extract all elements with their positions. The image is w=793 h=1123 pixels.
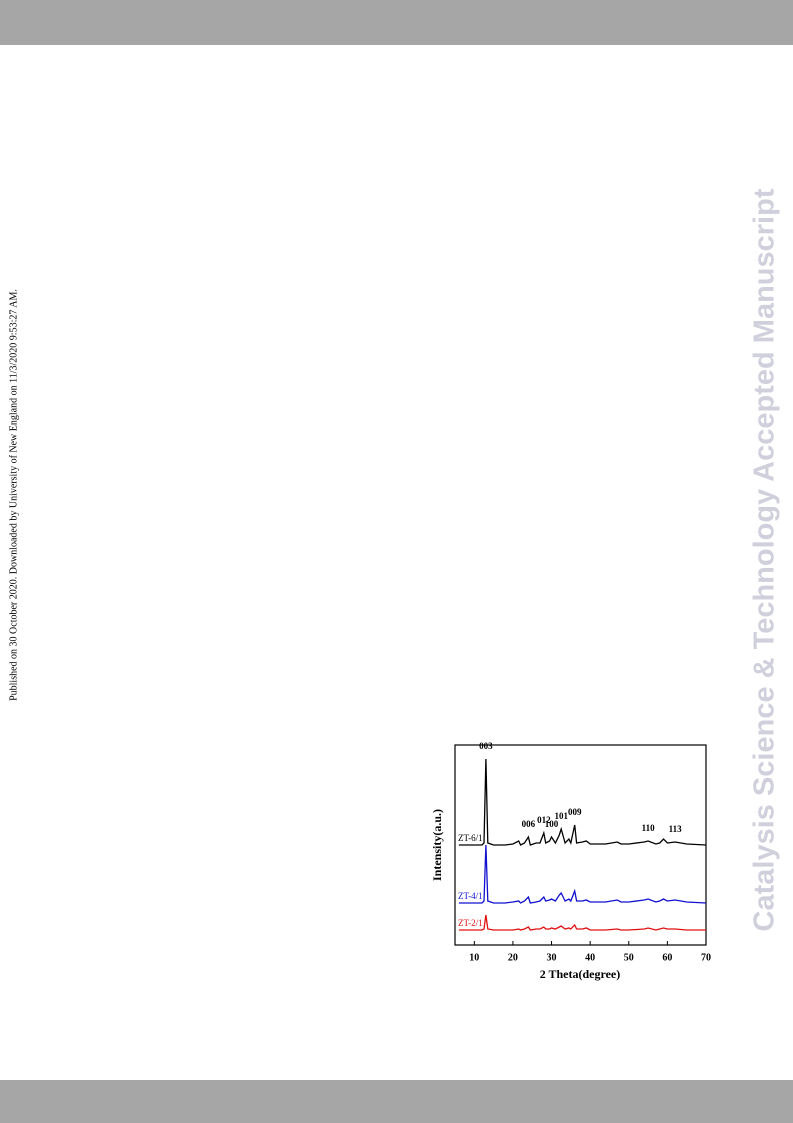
watermark: Catalysis Science & Technology Accepted … [749, 188, 781, 931]
x-tick-label: 70 [701, 952, 711, 963]
side-note: Published on 30 October 2020. Downloaded… [8, 289, 19, 701]
series-label: ZT-6/1 [458, 833, 483, 843]
series-label: ZT-4/1 [458, 891, 483, 901]
peak-label: 113 [669, 824, 683, 834]
footer-bar [0, 1080, 793, 1123]
peak-label: 110 [642, 823, 656, 833]
peak-label: 003 [479, 741, 493, 751]
x-tick-label: 50 [624, 952, 634, 963]
series-label: ZT-2/1 [458, 918, 483, 928]
peak-label: 012 [537, 815, 551, 825]
y-axis-label: Intensity(a.u.) [430, 809, 444, 881]
x-tick-label: 20 [508, 952, 518, 963]
series-line [458, 844, 707, 904]
x-axis-label: 2 Theta(degree) [540, 967, 621, 981]
x-tick-label: 40 [585, 952, 595, 963]
header-bar [0, 0, 793, 45]
peak-label: 100 [545, 819, 559, 829]
x-tick-label: 30 [547, 952, 557, 963]
peak-label: 006 [522, 819, 536, 829]
peak-label: 101 [554, 811, 568, 821]
x-tick-label: 60 [662, 952, 672, 963]
x-tick-label: 10 [469, 952, 479, 963]
series-line [458, 758, 707, 846]
peak-label: 009 [568, 807, 582, 817]
series-line [458, 914, 706, 931]
